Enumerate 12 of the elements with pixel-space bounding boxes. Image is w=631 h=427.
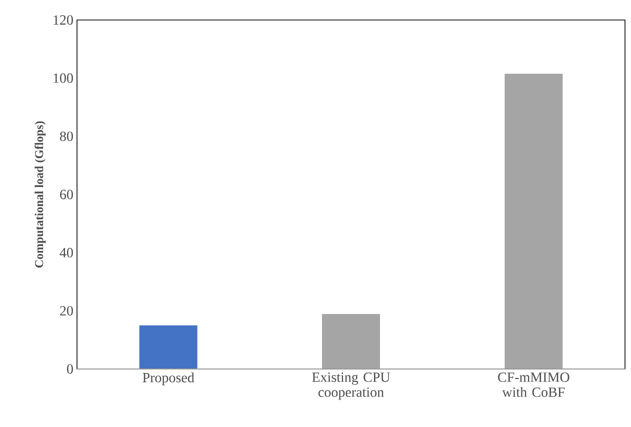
y-tick-label: 100 [54,73,73,83]
bar [139,325,198,369]
y-tick-label: 20 [60,306,73,316]
y-tick-label: 80 [60,132,73,142]
x-tick-label: CF-mMIMO with CoBF [498,372,570,397]
x-tick-label: Proposed [142,372,194,386]
y-tick-label: 120 [54,15,73,25]
x-tick-label: Existing CPU cooperation [312,372,390,400]
y-tick-label: 60 [60,190,73,200]
y-tick-label: 0 [67,364,73,374]
y-axis-title: Computational load (Gflops) [34,121,46,268]
y-tick-label: 40 [60,248,73,258]
